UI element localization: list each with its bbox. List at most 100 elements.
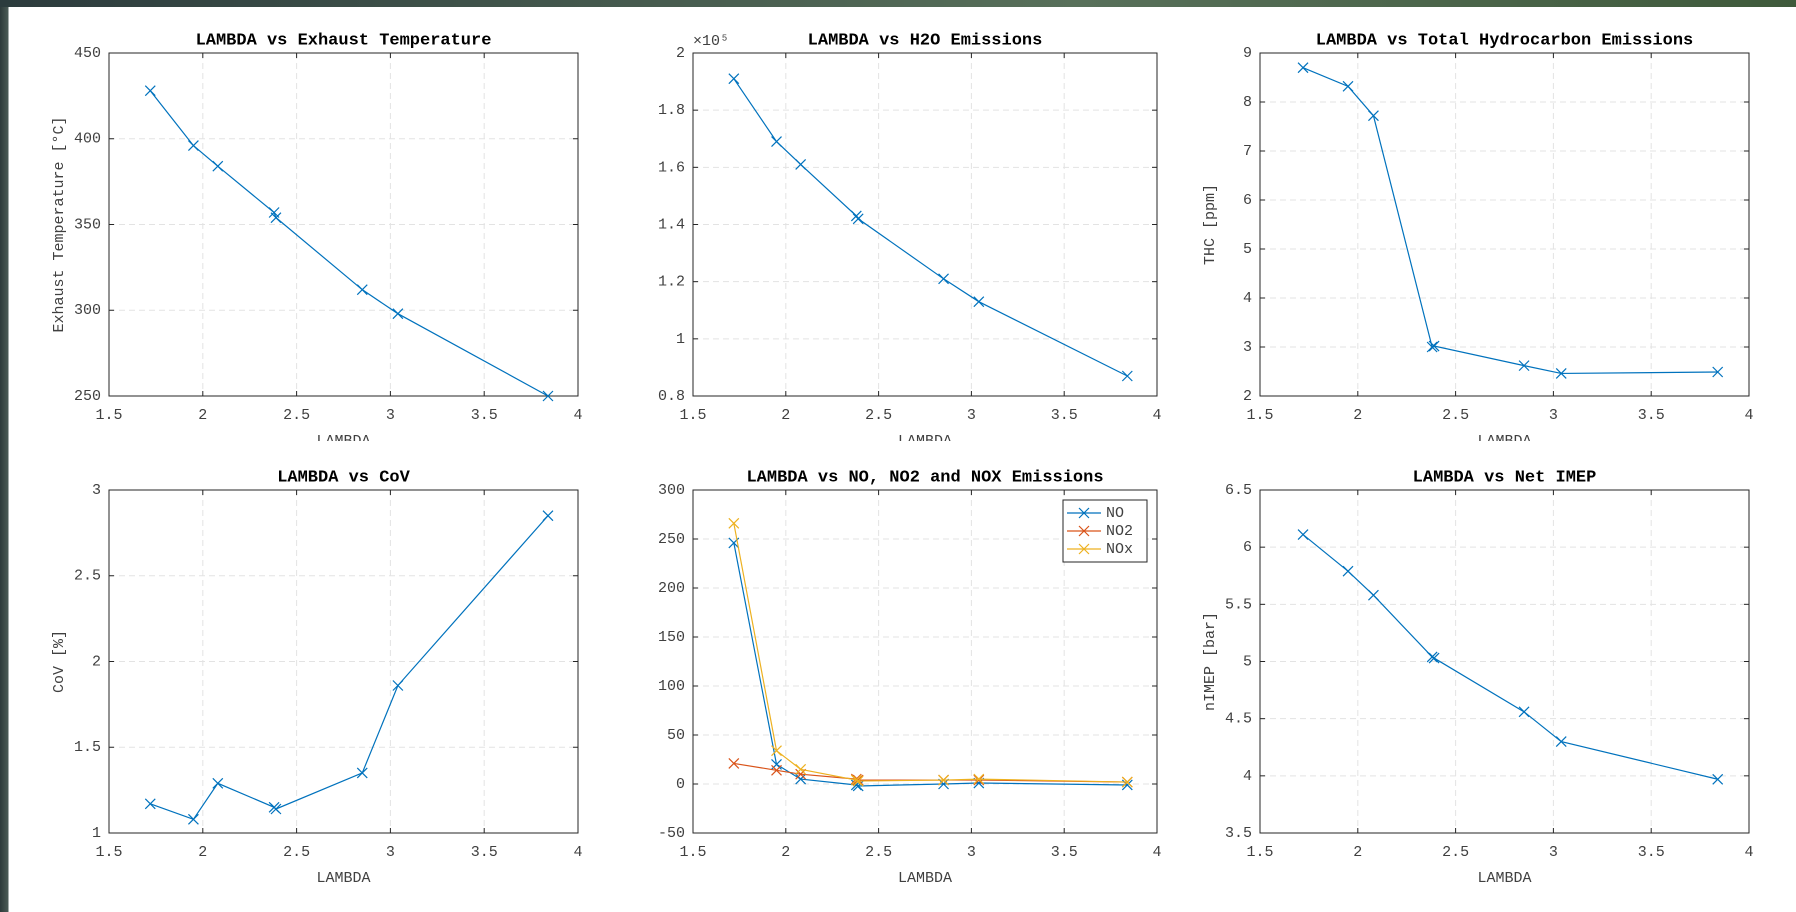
y-tick-label: 3	[1243, 339, 1252, 356]
y-tick-label: 1.4	[658, 216, 685, 233]
y-tick-label: 5.5	[1225, 596, 1252, 613]
x-tick-label: 2	[198, 844, 207, 861]
y-tick-label: 100	[658, 678, 685, 695]
data-marker	[1342, 80, 1354, 92]
x-tick-label: 2.5	[865, 407, 892, 424]
y-tick-label: 6.5	[1225, 482, 1252, 499]
x-tick-label: 4	[1152, 407, 1161, 424]
x-tick-label: 3.5	[1638, 844, 1665, 861]
x-tick-label: 1.5	[679, 844, 706, 861]
y-tick-label: 200	[658, 580, 685, 597]
x-tick-label: 1.5	[95, 844, 122, 861]
x-tick-label: 2.5	[283, 407, 310, 424]
x-tick-label: 3.5	[1051, 407, 1078, 424]
axes-box	[692, 489, 1158, 834]
x-tick-label: 4	[1744, 407, 1753, 424]
x-tick-label: 3	[967, 407, 976, 424]
legend-marker	[1078, 507, 1090, 519]
y-tick-label: 1	[92, 825, 101, 842]
x-tick-label: 3	[386, 407, 395, 424]
figure-background	[9, 7, 1796, 912]
y-tick-label: 300	[74, 302, 101, 319]
y-tick-label: 1.2	[658, 274, 685, 291]
x-tick-label: 3	[1549, 844, 1558, 861]
y-tick-label: 250	[74, 388, 101, 405]
x-tick-label: 2.5	[1442, 407, 1469, 424]
data-marker	[1368, 110, 1379, 122]
data-marker	[212, 160, 224, 172]
x-axis-label: LAMBDA	[898, 433, 952, 450]
legend-label: NO	[1106, 505, 1124, 522]
y-tick-label: 6	[1243, 192, 1252, 209]
x-tick-label: 3.5	[471, 407, 498, 424]
y-multiplier: ×10⁵	[693, 33, 729, 50]
axes-box	[1259, 52, 1750, 397]
data-marker	[973, 296, 985, 308]
y-tick-label: 1.8	[658, 102, 685, 119]
axes-box	[692, 52, 1158, 397]
y-tick-label: 1.5	[74, 739, 101, 756]
data-marker	[1712, 773, 1724, 785]
y-tick-label: 3.5	[1225, 825, 1252, 842]
data-marker	[392, 680, 404, 691]
x-tick-label: 2.5	[865, 844, 892, 861]
y-tick-label: 0.8	[658, 388, 685, 405]
y-tick-label: 2	[1243, 388, 1252, 405]
y-tick-label: 4.5	[1225, 711, 1252, 728]
y-tick-label: 350	[74, 216, 101, 233]
y-tick-label: 5	[1243, 241, 1252, 258]
x-tick-label: 2	[1353, 407, 1362, 424]
x-tick-label: 2	[1353, 844, 1362, 861]
data-marker	[1368, 589, 1379, 601]
data-marker	[728, 517, 740, 529]
data-marker	[212, 777, 224, 789]
data-marker	[728, 73, 740, 85]
data-marker	[1428, 340, 1440, 352]
x-axis-label: LAMBDA	[1477, 870, 1531, 887]
data-marker	[356, 767, 368, 779]
data-marker	[1297, 529, 1309, 541]
chart-title: LAMBDA vs H2O Emissions	[808, 31, 1043, 50]
y-tick-label: 400	[74, 131, 101, 148]
y-axis-label: CoV [%]	[51, 630, 68, 693]
axes-box	[108, 489, 579, 834]
data-marker	[938, 273, 949, 285]
data-marker	[270, 803, 282, 815]
y-tick-label: 1	[676, 331, 685, 348]
desktop-strip	[0, 0, 1796, 7]
y-tick-label: 300	[658, 482, 685, 499]
data-marker	[392, 308, 404, 320]
x-tick-label: 3.5	[1638, 407, 1665, 424]
chart-title: LAMBDA vs CoV	[277, 468, 410, 487]
axes-box	[108, 52, 579, 397]
x-tick-label: 3	[1549, 407, 1558, 424]
data-marker	[795, 159, 807, 170]
x-axis-label: LAMBDA	[898, 870, 952, 887]
data-marker	[1121, 776, 1133, 788]
data-marker	[795, 773, 807, 785]
data-marker	[852, 775, 864, 787]
y-tick-label: 4	[1243, 768, 1252, 785]
x-tick-label: 4	[573, 844, 582, 861]
x-tick-label: 2.5	[283, 844, 310, 861]
x-tick-label: 4	[1744, 844, 1753, 861]
subplot: 1.5 2 2.5 3 3.5 4 -50 0 50 100 150 200 250 300 LAMBDA …	[658, 468, 1162, 886]
x-tick-label: 2	[198, 407, 207, 424]
legend-label: NO2	[1106, 523, 1133, 540]
x-tick-label: 3	[967, 844, 976, 861]
data-marker	[795, 763, 807, 775]
y-tick-label: 0	[676, 776, 685, 793]
data-marker	[1555, 736, 1567, 747]
y-tick-label: 2.5	[74, 568, 101, 585]
data-marker	[187, 813, 199, 825]
x-tick-label: 4	[573, 407, 582, 424]
x-tick-label: 4	[1152, 844, 1161, 861]
data-marker	[771, 764, 782, 776]
data-marker	[1555, 368, 1567, 379]
data-marker	[1121, 370, 1133, 382]
chart-title: LAMBDA vs NO, NO2 and NOX Emissions	[746, 468, 1103, 487]
data-marker	[144, 85, 156, 97]
y-tick-label: 3	[92, 482, 101, 499]
legend-marker	[1078, 525, 1090, 537]
x-tick-label: 1.5	[1246, 407, 1273, 424]
